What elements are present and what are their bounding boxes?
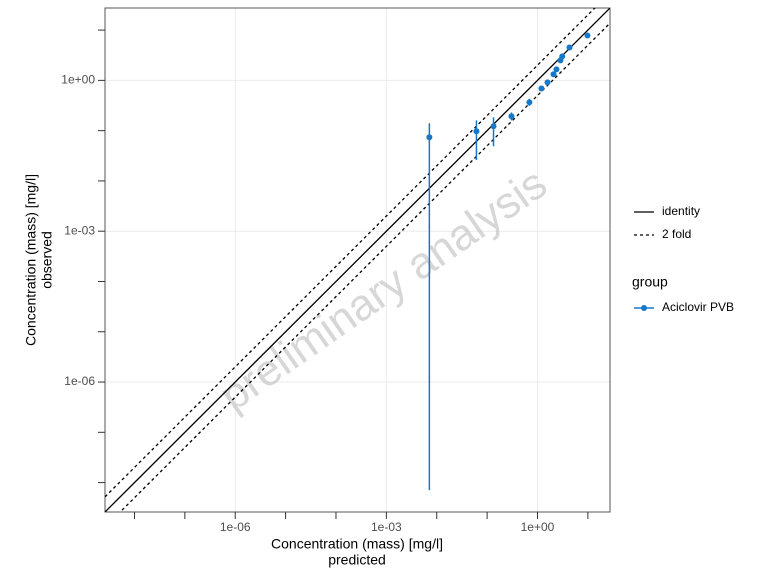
point — [584, 32, 591, 39]
point — [544, 79, 551, 86]
legend-label: Aciclovir PVB — [662, 300, 734, 314]
reference-line — [105, 8, 610, 512]
point — [473, 128, 480, 135]
watermark: preliminary analysis — [211, 159, 556, 421]
x-tick-label: 1e-06 — [220, 520, 251, 534]
legend-label: 2 fold — [662, 227, 691, 241]
reference-line — [119, 22, 610, 512]
point — [426, 134, 433, 141]
legend-key-point — [641, 305, 647, 311]
point — [559, 53, 566, 60]
y-tick-label: 1e-03 — [64, 223, 95, 237]
point — [550, 71, 557, 78]
point — [553, 66, 560, 73]
y-axis-subtitle: observed — [39, 231, 55, 289]
y-axis-title: Concentration (mass) [mg/l] — [23, 174, 39, 346]
legend-label: identity — [662, 204, 700, 218]
x-tick-label: 1e+00 — [521, 520, 555, 534]
x-axis-title: Concentration (mass) [mg/l] — [271, 536, 443, 552]
point — [538, 85, 545, 92]
reference-lines — [105, 8, 610, 512]
x-axis-subtitle: predicted — [328, 552, 386, 568]
point — [566, 44, 573, 51]
reference-line — [105, 8, 596, 498]
point — [526, 99, 533, 106]
panel-border — [104, 7, 611, 513]
point — [508, 113, 515, 120]
point — [490, 123, 497, 130]
y-tick-label: 1e-06 — [64, 374, 95, 388]
x-tick-label: 1e-03 — [371, 520, 402, 534]
legend-title: group — [632, 274, 668, 290]
y-tick-label: 1e+00 — [61, 73, 95, 87]
